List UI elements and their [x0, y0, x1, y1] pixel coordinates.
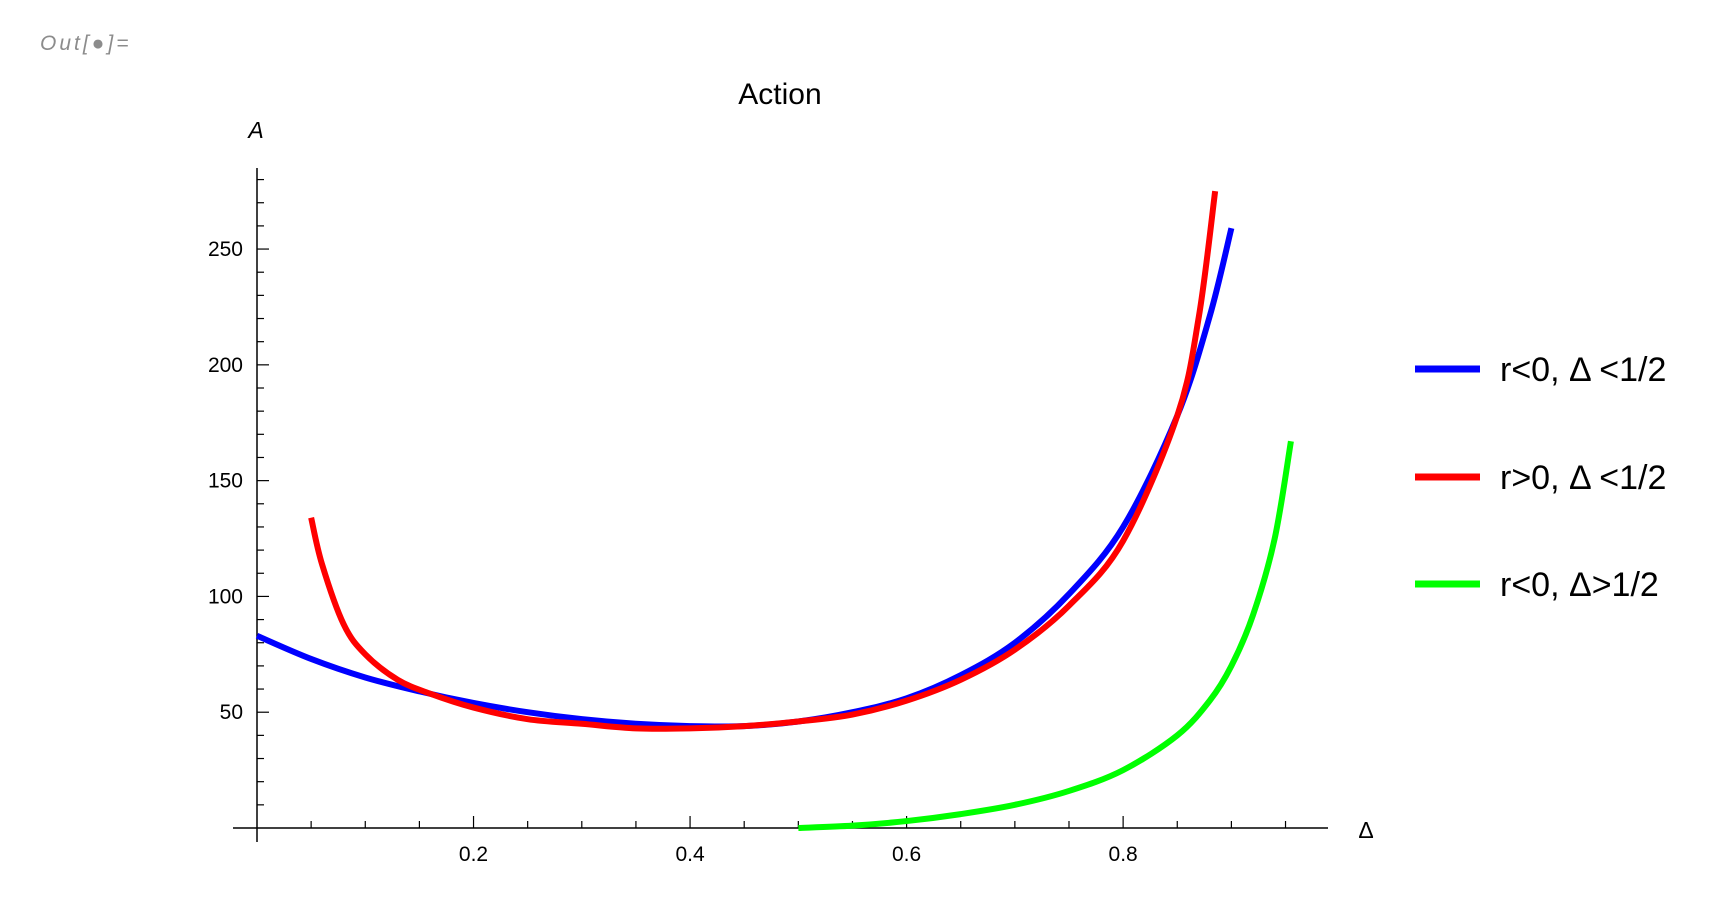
axis-ticks: 0.2 0.4 0.6 0.8 50 100 150 200 250	[208, 178, 1287, 866]
legend: r<0, Δ <1/2 r>0, Δ <1/2 r<0, Δ>1/2	[1415, 351, 1666, 604]
x-tick-label: 0.8	[1109, 843, 1138, 866]
x-tick-label: 0.4	[675, 843, 705, 866]
y-tick-label: 250	[208, 238, 243, 261]
output-cell-label: Out[●]=	[40, 32, 132, 55]
y-axis-label: A	[246, 117, 263, 143]
series-line-green	[798, 440, 1294, 831]
x-tick-label: 0.2	[459, 843, 488, 866]
series-line-red	[308, 190, 1219, 732]
x-axis-label: Δ	[1358, 817, 1373, 843]
series-lines	[255, 190, 1294, 831]
y-tick-label: 200	[208, 354, 243, 377]
legend-label: r<0, Δ <1/2	[1500, 351, 1666, 389]
legend-label: r<0, Δ>1/2	[1500, 566, 1659, 604]
series-line-blue	[255, 227, 1235, 730]
chart-title: Action	[738, 78, 821, 111]
y-tick-label: 100	[208, 585, 243, 608]
x-tick-label: 0.6	[892, 843, 921, 866]
y-tick-label: 50	[220, 701, 243, 724]
legend-label: r>0, Δ <1/2	[1500, 459, 1666, 497]
y-tick-label: 150	[208, 470, 243, 493]
